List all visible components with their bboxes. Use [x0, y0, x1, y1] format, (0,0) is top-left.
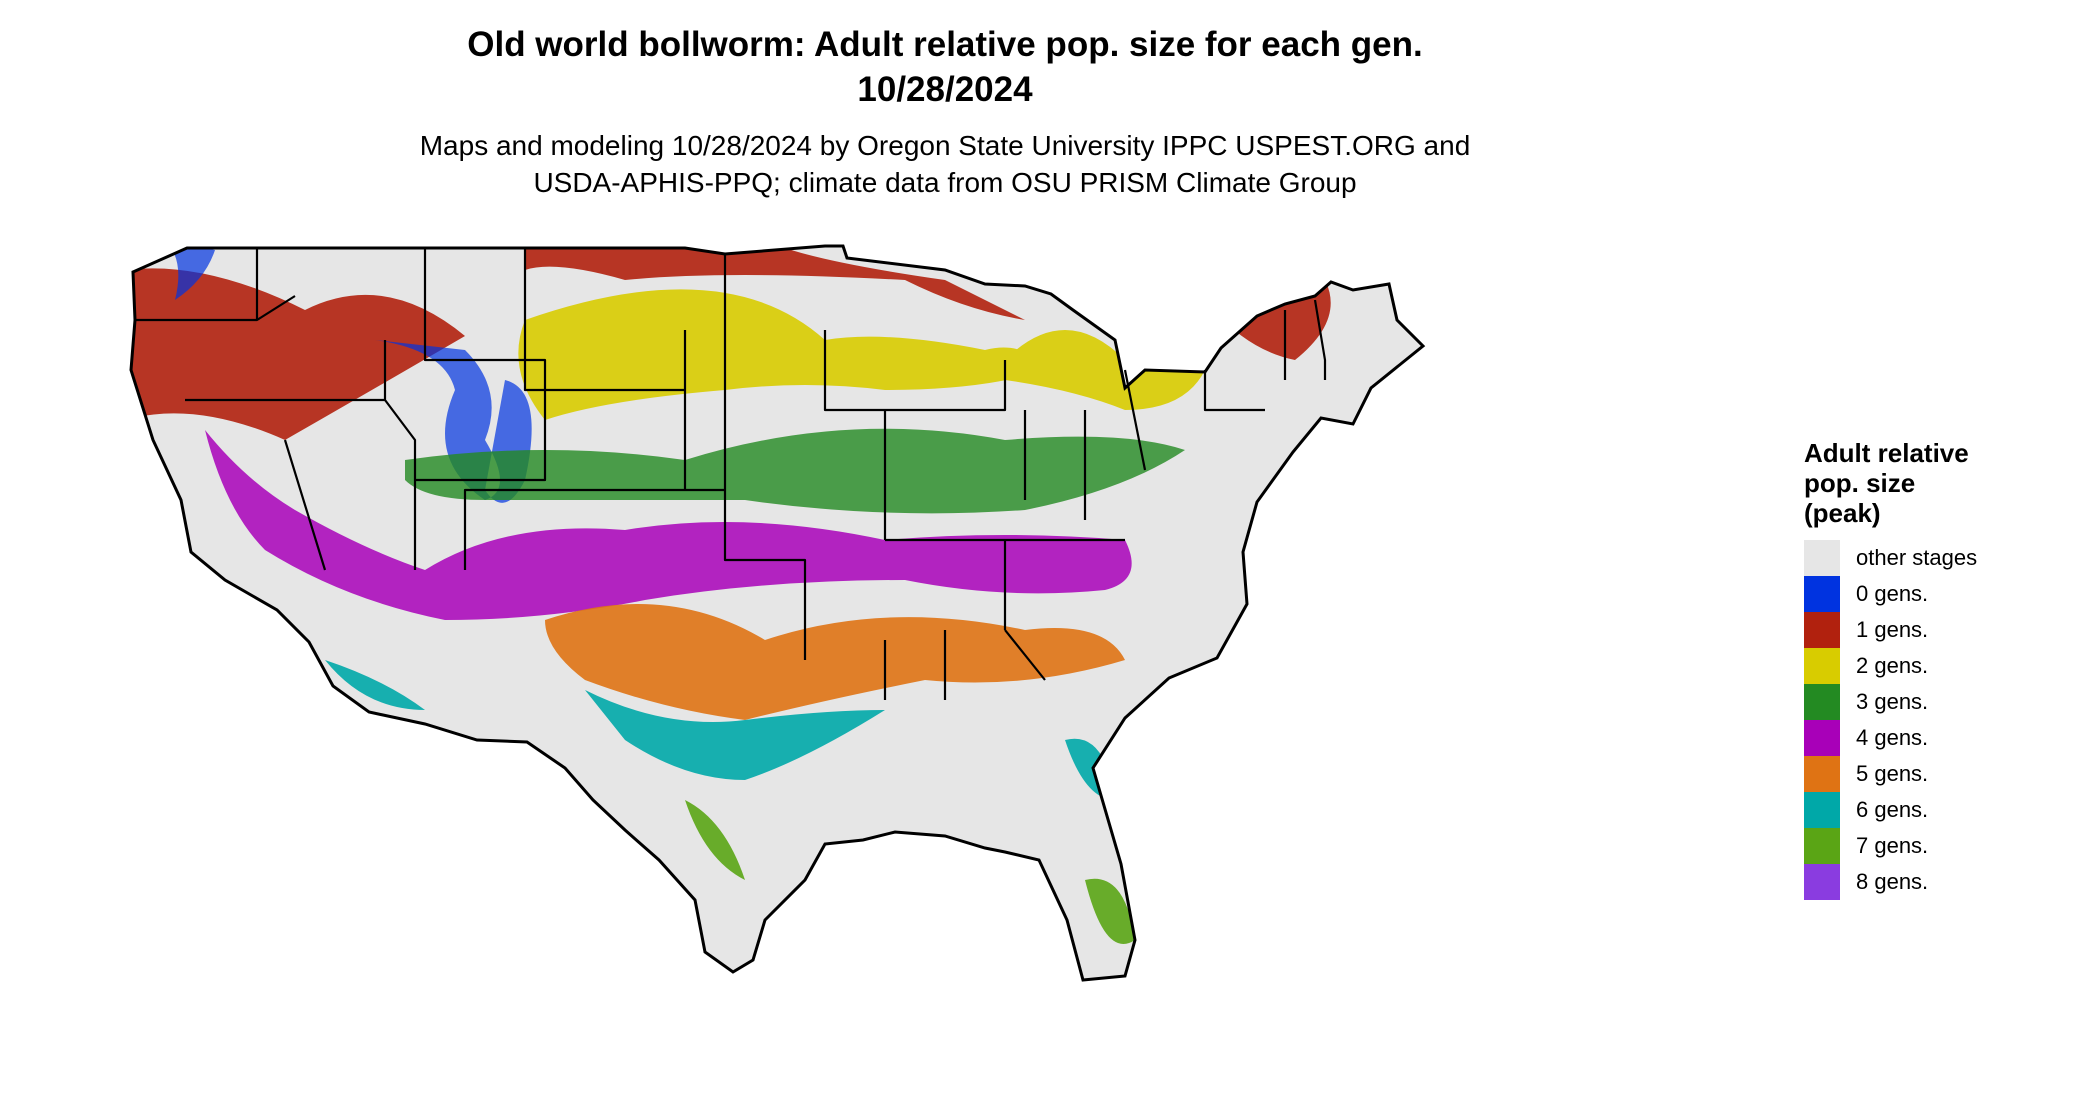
legend-title-line: (peak) [1804, 498, 1881, 528]
legend-item: 4 gens. [1804, 720, 2094, 756]
legend-item: 3 gens. [1804, 684, 2094, 720]
legend-item: 7 gens. [1804, 828, 2094, 864]
map-region-pacific-northwest-band [131, 268, 465, 440]
us-map [129, 244, 1425, 982]
legend-label: 6 gens. [1856, 797, 1929, 822]
legend-swatch [1804, 684, 1840, 720]
legend-swatch [1804, 648, 1840, 684]
map-credits-line-1: Maps and modeling 10/28/2024 by Oregon S… [419, 130, 1471, 161]
legend-title-line: pop. size [1804, 468, 1916, 498]
legend-swatch [1804, 828, 1840, 864]
legend-item: 2 gens. [1804, 648, 2094, 684]
legend-label: 8 gens. [1856, 869, 1929, 894]
map-region-central-band [405, 428, 1185, 514]
legend-label: 4 gens. [1856, 725, 1929, 750]
legend-swatch [1804, 540, 1840, 576]
legend-label: 5 gens. [1856, 761, 1929, 786]
legend-label: 1 gens. [1856, 617, 1929, 642]
state-borders [135, 248, 1327, 700]
map-region-gulf-states-band [545, 604, 1125, 720]
legend-item: 6 gens. [1804, 792, 2094, 828]
legend-swatch [1804, 756, 1840, 792]
legend-swatch [1804, 612, 1840, 648]
legend-title: Adult relative pop. size (peak) [1804, 438, 2094, 528]
legend-swatch [1804, 864, 1840, 900]
map-region-rocky-mountain-highlands [165, 246, 532, 503]
legend-label: 7 gens. [1856, 833, 1929, 858]
map-region-northern-plains-band [518, 289, 1205, 420]
legend-item: 5 gens. [1804, 756, 2094, 792]
map-legend: Adult relative pop. size (peak) other st… [1804, 438, 2094, 900]
legend-swatch [1804, 792, 1840, 828]
map-credits-line-2: USDA-APHIS-PPQ; climate data from OSU PR… [533, 167, 1357, 198]
map-region-upper-midwest-band [525, 246, 1331, 360]
legend-label: other stages [1856, 545, 1978, 570]
legend-item: other stages [1804, 540, 2094, 576]
map-title: Old world bollworm: Adult relative pop. … [467, 25, 1423, 64]
legend-item: 8 gens. [1804, 864, 2094, 900]
legend-label: 3 gens. [1856, 689, 1929, 714]
legend-item: 1 gens. [1804, 612, 2094, 648]
map-region-gulf-coast-band [325, 660, 1115, 800]
map-region-southern-plains-band [205, 430, 1132, 620]
legend-label: 2 gens. [1856, 653, 1929, 678]
legend-items: other stages 0 gens. 1 gens. 2 gens. 3 gens.… [1804, 540, 2094, 900]
legend-label: 0 gens. [1856, 581, 1929, 606]
legend-item: 0 gens. [1804, 576, 2094, 612]
map-date: 10/28/2024 [857, 70, 1033, 109]
legend-swatch [1804, 576, 1840, 612]
legend-title-line: Adult relative [1804, 438, 1969, 468]
legend-swatch [1804, 720, 1840, 756]
